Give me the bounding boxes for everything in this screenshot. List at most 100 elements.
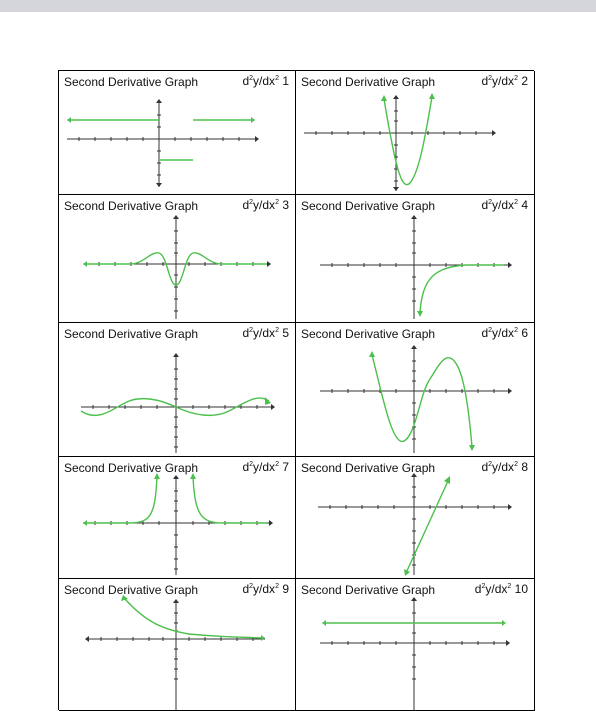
curve-arrow-right <box>429 93 435 99</box>
cell-title: Second Derivative Graph <box>64 461 199 475</box>
curve-arrow-left <box>322 620 326 626</box>
y-ticks <box>174 368 178 448</box>
curve-arrow-right <box>502 620 506 626</box>
cell-title: Second Derivative Graph <box>64 583 199 597</box>
curve-arrow-up-left <box>154 473 160 479</box>
x-ticks <box>331 389 495 393</box>
graph-3 <box>83 215 271 319</box>
y-arrow-up <box>393 95 399 99</box>
x-arrow <box>508 504 512 510</box>
graph-1 <box>67 99 259 187</box>
x-arrow <box>255 136 259 142</box>
cell-label: d2y/dx2 3 <box>242 198 289 212</box>
y-arrow-down <box>393 187 399 191</box>
y-arrow-up <box>173 215 179 219</box>
y-arrow-up <box>173 599 179 603</box>
graph-cell-6: Second Derivative Graph d2y/dx2 6 <box>296 323 535 457</box>
curve-arrow-down <box>417 311 423 317</box>
cell-label: d2y/dx2 1 <box>242 74 289 88</box>
y-arrow-up <box>411 597 417 601</box>
cell-label: d2y/dx2 5 <box>242 326 289 340</box>
x-ticks <box>92 405 258 409</box>
graph-9 <box>85 595 265 711</box>
curve-arrow-left <box>67 117 71 123</box>
curve-left-branch <box>87 476 158 524</box>
curve-arrow-left <box>83 520 87 526</box>
x-ticks <box>100 637 254 641</box>
y-ticks <box>157 114 161 176</box>
y-arrow-up <box>156 99 162 103</box>
graph-cell-2: Second Derivative Graph d2y/dx2 2 <box>296 71 535 195</box>
cell-label: d2y/dx2 7 <box>242 460 289 474</box>
x-arrow <box>508 388 512 394</box>
curve-right-branch <box>192 476 267 524</box>
y-ticks <box>412 486 416 566</box>
cell-title: Second Derivative Graph <box>301 327 436 341</box>
graph-cell-3: Second Derivative Graph d2y/dx2 3 <box>59 195 296 323</box>
cell-title: Second Derivative Graph <box>64 199 199 213</box>
x-ticks <box>331 641 495 645</box>
x-ticks <box>78 137 240 141</box>
y-arrow-up <box>411 215 417 219</box>
y-arrow-up <box>411 345 417 349</box>
x-ticks <box>315 131 477 135</box>
curve-exponential <box>124 598 264 639</box>
graph-cell-9: Second Derivative Graph d2y/dx2 9 <box>59 579 296 711</box>
y-ticks <box>174 490 178 570</box>
y-ticks <box>412 230 416 302</box>
cell-label: d2y/dx2 10 <box>474 582 528 596</box>
y-arrow-down <box>156 183 162 187</box>
curve-cubic <box>371 354 473 448</box>
cell-title: Second Derivative Graph <box>301 461 436 475</box>
graph-cell-1: Second Derivative Graph d2y/dx2 1 <box>59 71 296 195</box>
curve-arrow-right <box>265 397 271 405</box>
curve-arrow-up-right <box>190 473 196 479</box>
graph-cell-8: Second Derivative Graph d2y/dx2 8 <box>296 457 535 579</box>
y-ticks <box>394 110 398 182</box>
top-toolbar-strip <box>0 0 596 12</box>
cell-label: d2y/dx2 2 <box>481 74 528 88</box>
y-arrow-up <box>173 353 179 357</box>
curve-arrow-left <box>381 95 387 101</box>
curve-wave <box>87 252 267 286</box>
curve-parabola <box>383 96 433 186</box>
x-arrow-left <box>85 636 89 642</box>
graph-cell-4: Second Derivative Graph d2y/dx2 4 <box>296 195 535 323</box>
x-arrow <box>269 520 273 526</box>
x-arrow <box>271 404 275 410</box>
graph-7 <box>83 473 273 575</box>
cell-title: Second Derivative Graph <box>64 75 199 89</box>
cell-label: d2y/dx2 8 <box>481 460 528 474</box>
cell-label: d2y/dx2 6 <box>481 326 528 340</box>
curve-arrow-down <box>469 445 475 451</box>
graph-5 <box>80 353 275 453</box>
curve-arrow-right <box>261 635 265 641</box>
y-ticks <box>412 612 416 680</box>
cell-title: Second Derivative Graph <box>301 199 436 213</box>
curve-arrow-up <box>444 476 450 484</box>
y-ticks <box>412 360 416 440</box>
cell-label: d2y/dx2 9 <box>242 582 289 596</box>
curve-arrow-right <box>251 117 255 123</box>
curve-hyperbola <box>419 264 504 314</box>
y-arrow-up <box>173 475 179 479</box>
x-arrow <box>506 640 510 646</box>
curve-arrow-down <box>404 569 410 576</box>
graph-grid: Second Derivative Graph d2y/dx2 1 Second… <box>58 70 535 711</box>
x-arrow <box>267 261 271 267</box>
y-arrow-up <box>411 473 417 477</box>
curve-arrow-up <box>369 351 375 357</box>
x-ticks <box>329 505 495 509</box>
y-ticks <box>174 230 178 312</box>
curve-line <box>405 480 449 574</box>
cell-title: Second Derivative Graph <box>301 583 436 597</box>
graph-10 <box>320 597 510 711</box>
graph-cell-10: Second Derivative Graph d2y/dx2 10 <box>296 579 535 711</box>
curve-arrow-left <box>83 261 87 267</box>
graph-cell-5: Second Derivative Graph d2y/dx2 5 <box>59 323 296 457</box>
graph-4 <box>320 215 512 319</box>
graph-2 <box>304 93 496 191</box>
curve-sine <box>80 397 270 417</box>
x-arrow <box>508 262 512 268</box>
x-arrow <box>492 130 496 136</box>
